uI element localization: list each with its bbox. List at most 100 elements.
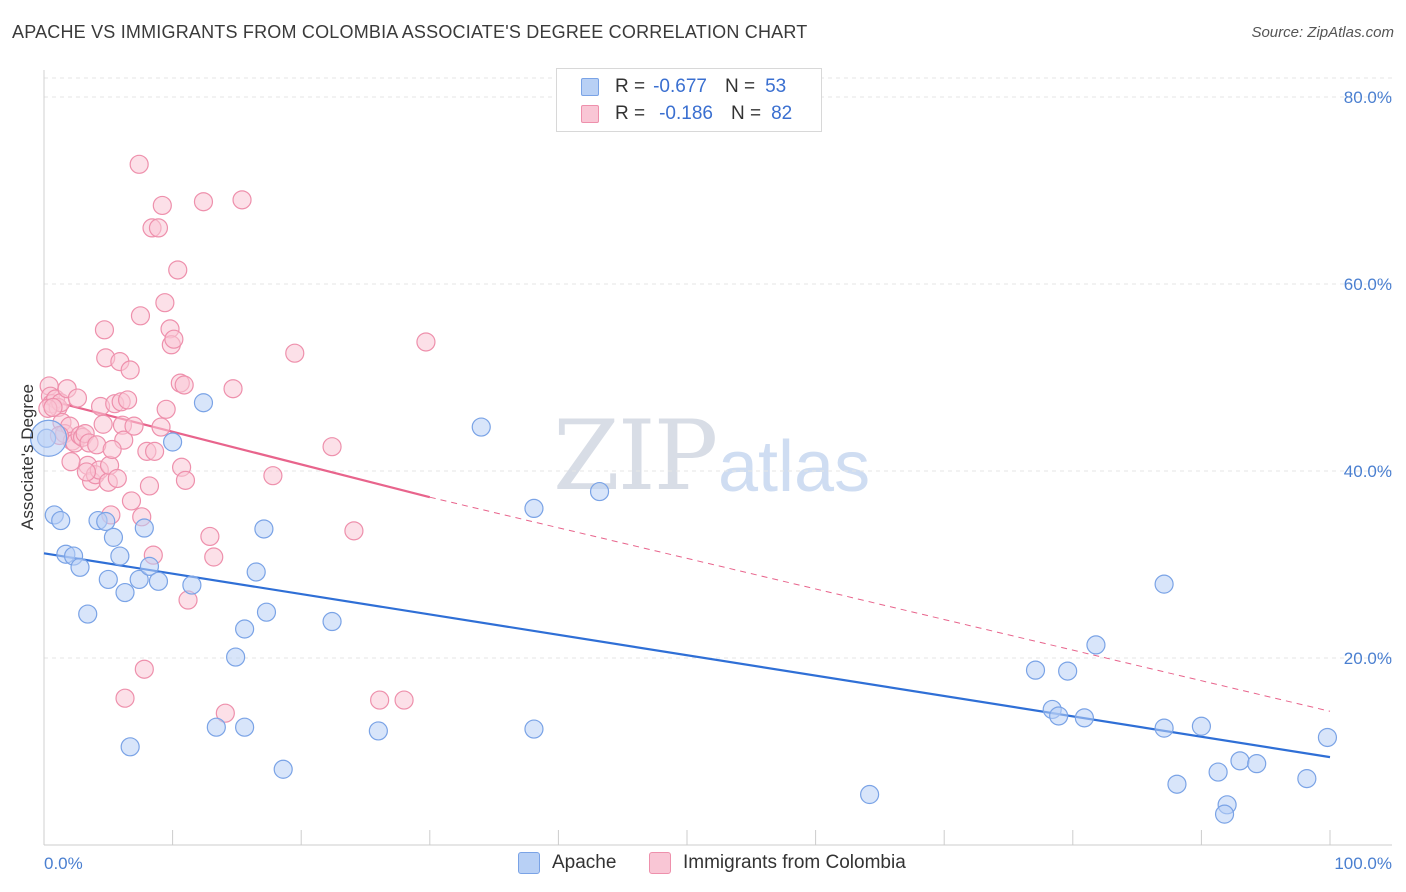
point-colombia	[61, 452, 81, 472]
legend-n-value-colombia: 82	[771, 103, 793, 124]
x-tick-label-max: 100.0%	[1334, 854, 1392, 873]
point-apache	[1049, 706, 1069, 726]
point-colombia	[67, 388, 88, 408]
point-apache	[246, 562, 266, 582]
point-apache-large	[29, 419, 68, 457]
point-apache	[96, 511, 116, 532]
point-apache	[1074, 708, 1094, 728]
legend-n-label: N =	[730, 103, 762, 124]
point-apache	[1208, 762, 1228, 782]
point-colombia	[43, 397, 63, 418]
point-colombia	[151, 417, 171, 437]
point-colombia	[263, 466, 283, 486]
y-axis-title: Associate's Degree	[18, 384, 37, 530]
chart-title: APACHE VS IMMIGRANTS FROM COLOMBIA ASSOC…	[12, 22, 808, 42]
point-apache	[206, 717, 226, 737]
legend-swatch-colombia	[581, 105, 599, 123]
point-colombia	[76, 462, 97, 482]
point-colombia	[223, 379, 243, 399]
point-apache	[70, 557, 90, 577]
point-apache	[115, 582, 135, 603]
point-apache	[368, 721, 388, 741]
point-apache	[256, 602, 277, 622]
point-colombia	[215, 703, 235, 723]
series-swatch-colombia	[649, 852, 671, 874]
point-colombia	[416, 332, 436, 352]
series-name-apache: Apache	[552, 852, 617, 873]
trend-line-colombia-extension	[429, 496, 1331, 712]
trend-lines	[43, 397, 1331, 759]
point-colombia	[139, 476, 160, 496]
point-colombia	[164, 329, 184, 349]
source-label: Source: ZipAtlas.com	[1251, 24, 1394, 41]
point-apache	[1086, 635, 1106, 655]
point-apache	[1154, 574, 1174, 594]
point-colombia	[285, 343, 305, 363]
y-tick-label: 60.0%	[1344, 275, 1392, 294]
point-apache	[78, 604, 98, 624]
point-apache	[524, 719, 544, 739]
point-apache	[235, 619, 255, 639]
legend-n-label: N =	[724, 76, 756, 97]
series-name-colombia: Immigrants from Colombia	[683, 852, 906, 873]
series-legend-apache[interactable]: Apache	[518, 852, 616, 874]
legend-r-label: R =	[615, 76, 646, 97]
y-tick-label: 80.0%	[1344, 88, 1392, 107]
point-colombia	[344, 521, 364, 541]
trend-line-colombia	[43, 397, 431, 499]
x-tick-label-min: 0.0%	[44, 854, 83, 873]
point-apache	[322, 611, 342, 632]
point-colombia	[94, 320, 115, 340]
point-apache	[589, 481, 610, 502]
watermark-atlas: atlas	[718, 427, 871, 507]
point-colombia	[93, 414, 113, 434]
point-colombia	[121, 491, 142, 511]
point-apache	[163, 432, 183, 452]
legend-row-colombia: R = -0.186 N = 82	[557, 101, 792, 127]
point-colombia	[156, 399, 176, 419]
trend-line-apache	[43, 552, 1331, 759]
legend-row-apache: R = -0.677 N = 53	[557, 74, 786, 100]
series-swatch-apache	[518, 852, 540, 874]
point-apache	[98, 569, 118, 590]
point-apache	[1247, 754, 1267, 774]
point-apache	[110, 546, 130, 566]
point-apache	[1191, 716, 1212, 736]
legend-r-value-apache: -0.677	[653, 76, 707, 97]
point-apache	[182, 575, 202, 595]
point-apache	[120, 737, 140, 757]
point-colombia	[193, 192, 214, 212]
point-apache	[1025, 660, 1046, 680]
point-colombia	[232, 190, 252, 210]
axes	[43, 70, 1392, 846]
point-colombia	[144, 441, 165, 461]
point-colombia	[129, 154, 149, 174]
legend-r-label: R =	[615, 103, 646, 124]
correlation-legend: R = -0.677 N = 53 R = -0.186 N = 82	[556, 68, 822, 132]
point-apache	[1058, 661, 1078, 681]
point-apache	[51, 510, 71, 531]
x-ticks	[43, 830, 1331, 845]
point-colombia	[204, 547, 224, 567]
point-apache	[193, 393, 214, 413]
point-apache	[273, 759, 293, 779]
point-apache	[226, 647, 246, 667]
point-colombia	[174, 375, 194, 395]
point-apache	[1297, 769, 1317, 789]
point-apache	[1214, 804, 1235, 824]
point-apache	[148, 571, 169, 591]
point-colombia	[155, 293, 175, 313]
series-legend-colombia[interactable]: Immigrants from Colombia	[649, 852, 906, 874]
point-colombia	[152, 195, 172, 216]
legend-r-value-colombia: -0.186	[659, 103, 713, 124]
point-apache	[254, 519, 274, 539]
point-colombia	[130, 306, 151, 326]
point-colombia	[175, 470, 196, 490]
legend-n-value-apache: 53	[765, 76, 787, 97]
series-legend: Apache Immigrants from Colombia	[0, 852, 1406, 878]
point-colombia	[394, 690, 414, 710]
point-apache	[103, 527, 124, 547]
point-apache	[129, 569, 149, 590]
point-apache	[1317, 727, 1338, 748]
